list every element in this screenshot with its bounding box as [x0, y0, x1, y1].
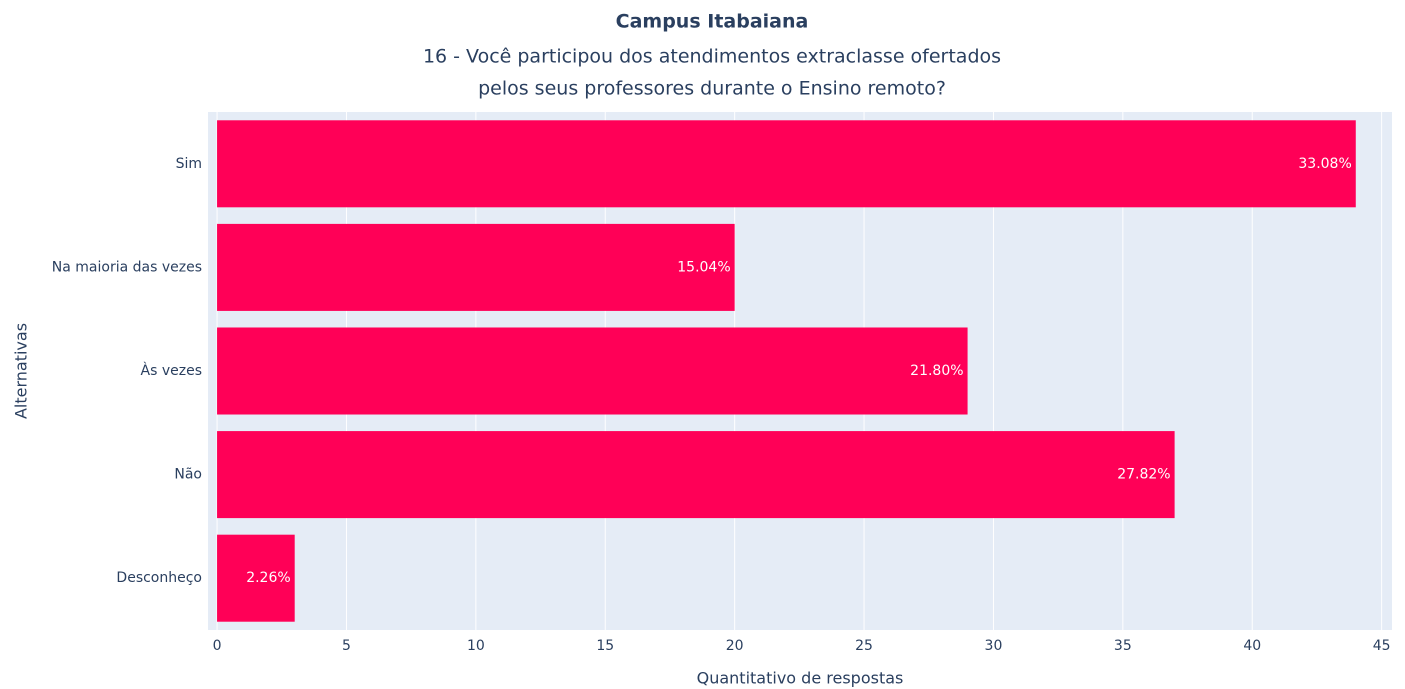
bar	[217, 327, 968, 415]
bar	[217, 431, 1175, 519]
bar	[217, 120, 1356, 208]
value-label: 2.26%	[246, 570, 290, 586]
value-label: 15.04%	[677, 259, 730, 275]
x-tick-label: 15	[596, 638, 614, 654]
y-tick-label: Desconheço	[116, 570, 202, 586]
y-tick-label: Não	[174, 467, 202, 483]
chart-title: Campus Itabaiana	[616, 11, 809, 33]
chart-subtitle: pelos seus professores durante o Ensino …	[478, 78, 946, 100]
y-axis-label: Alternativas	[12, 323, 31, 419]
y-tick-label: Na maioria das vezes	[52, 259, 202, 275]
value-label: 27.82%	[1117, 467, 1170, 483]
bar	[217, 223, 735, 311]
value-label: 21.80%	[910, 363, 963, 379]
x-tick-label: 10	[467, 638, 485, 654]
y-tick-label: Às vezes	[141, 362, 202, 379]
x-tick-label: 0	[213, 638, 222, 654]
x-tick-label: 20	[726, 638, 744, 654]
x-tick-label: 35	[1114, 638, 1132, 654]
x-tick-label: 30	[985, 638, 1003, 654]
value-label: 33.08%	[1298, 156, 1351, 172]
x-axis-label: Quantitativo de respostas	[697, 669, 904, 688]
y-tick-label: Sim	[176, 156, 202, 172]
x-tick-label: 45	[1373, 638, 1391, 654]
bar	[217, 534, 295, 622]
chart-subtitle: 16 - Você participou dos atendimentos ex…	[423, 46, 1001, 68]
x-tick-label: 25	[855, 638, 873, 654]
x-tick-label: 40	[1243, 638, 1261, 654]
x-tick-label: 5	[342, 638, 351, 654]
